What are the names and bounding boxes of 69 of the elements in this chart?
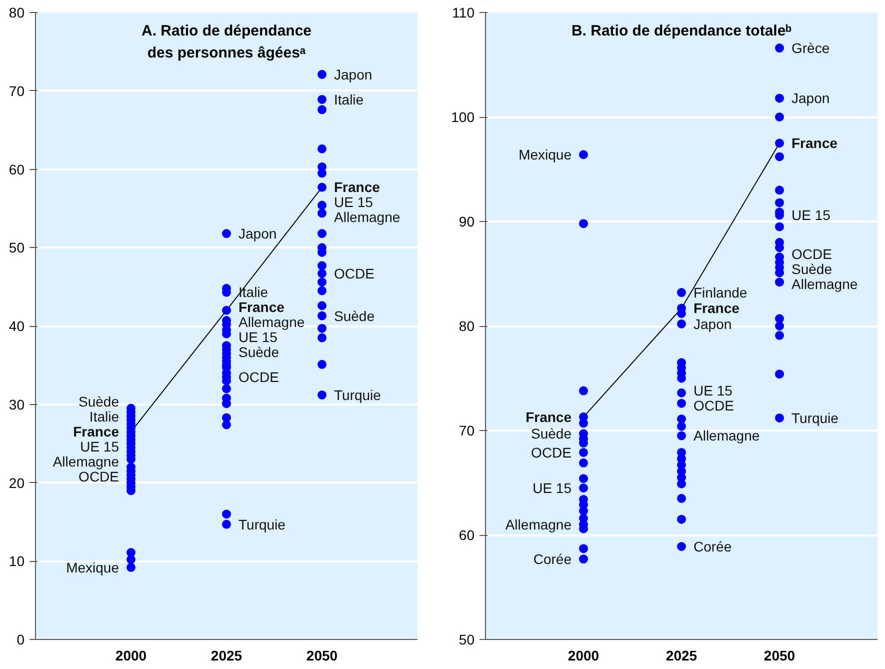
annotation: Allemagne [694,428,760,444]
x-tick-label: 2025 [666,648,698,664]
annotation: Japon [694,316,732,332]
annotation: Suède [238,344,280,360]
y-tick-label: 50 [8,240,25,256]
annotation: Finlande [694,284,748,301]
x-tick-label: 2000 [568,648,600,664]
y-tick-label: 90 [458,214,475,230]
annotation: OCDE [78,468,120,484]
annotation: Corée [694,538,732,554]
annotation: Mexique [66,559,120,576]
x-tick-label: 2050 [306,648,338,664]
y-tick-label: 50 [458,632,475,648]
annotation: UE 15 [532,480,572,496]
annotation: Suède [792,260,832,277]
y-tick-label: 40 [8,318,25,334]
y-tick-label: 30 [8,396,25,412]
text: B. Ratio de dépendance totaleᵇ [571,22,792,40]
annotation: Italie [238,284,268,300]
text: France [334,178,380,195]
text: A. Ratio de dépendance des personnes âgéesᵃ [141,22,312,62]
y-tick-label: 20 [8,474,25,491]
text: France [526,408,572,425]
annotation: Allemagne [334,208,400,225]
annotation: Corée [533,551,572,568]
annotation: Suède [78,393,120,410]
x-tick-label: 2050 [764,648,796,664]
y-tick-label: 70 [8,82,25,99]
text: France [73,423,120,440]
annotation: OCDE [694,398,734,414]
annotation: UE 15 [792,207,831,224]
annotation: Japon [792,90,830,106]
annotation: Allemagne [792,276,858,292]
annotation: UE 15 [238,329,278,346]
series-label: France [694,300,740,316]
y-tick-label: 70 [458,422,475,438]
annotation: Italie [334,91,364,108]
annotation: Turquie [334,386,382,403]
x-tick-label: 2025 [210,648,242,664]
series-label: France [238,299,285,316]
annotation: UE 15 [80,438,120,454]
y-tick-label: 80 [8,4,25,20]
annotation: Allemagne [52,453,120,470]
y-tick-label: 100 [451,109,475,125]
annotation: UE 15 [334,194,374,210]
annotation: Italie [89,408,120,424]
y-tick-label: 80 [458,318,475,334]
annotation: OCDE [238,368,279,385]
annotation: OCDE [792,246,832,262]
annotation: Allemagne [505,516,572,533]
annotation: UE 15 [694,382,733,399]
annotation: Allemagne [238,314,305,330]
annotation: Japon [334,66,372,82]
annotation: Turquie [792,410,839,426]
annotation: Grèce [792,40,830,56]
annotation: Suède [531,426,572,442]
annotation: Mexique [518,146,572,163]
y-tick-label: 110 [452,4,475,20]
annotation: Japon [238,226,277,242]
y-tick-label: 60 [8,161,25,178]
annotation: Turquie [238,516,286,532]
y-tick-label: 0 [16,632,25,648]
annotation: Suède [334,308,375,324]
annotation: OCDE [531,444,572,460]
y-tick-label: 10 [8,553,25,570]
annotation: OCDE [334,265,374,282]
y-tick-label: 60 [458,527,475,543]
x-tick-label: 2000 [115,648,147,664]
text: France [792,135,838,152]
